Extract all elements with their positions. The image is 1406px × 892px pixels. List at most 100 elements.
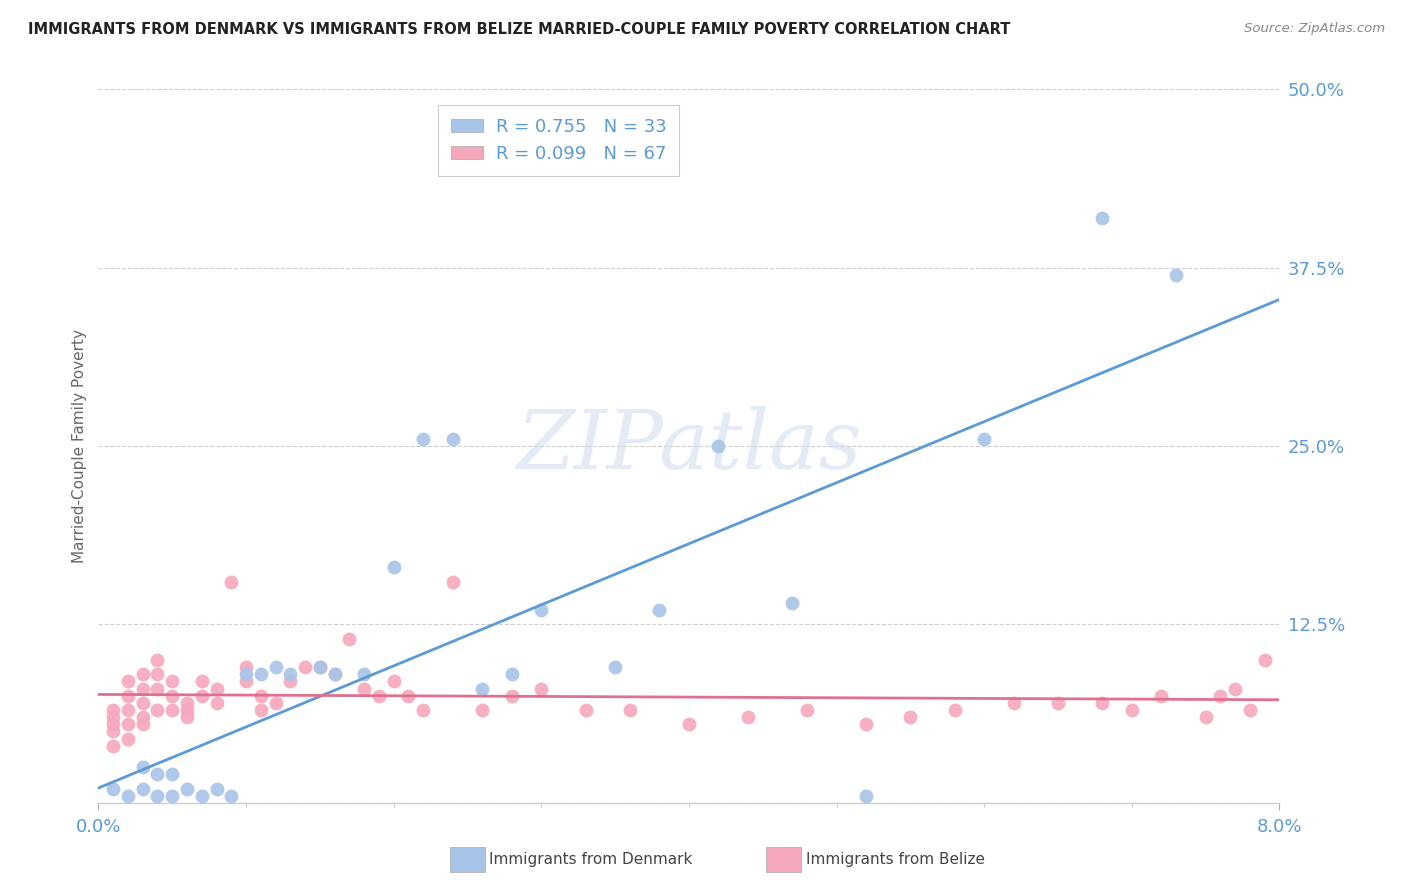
Point [678, 717, 700, 731]
Point [132, 760, 155, 774]
Point [1091, 696, 1114, 710]
Point [221, 574, 243, 589]
Point [132, 681, 155, 696]
Point [250, 703, 273, 717]
Point [117, 717, 139, 731]
Point [146, 789, 169, 803]
Point [103, 781, 125, 796]
Text: ZIPatlas: ZIPatlas [516, 406, 862, 486]
Point [323, 667, 346, 681]
Point [855, 789, 877, 803]
Point [1002, 696, 1025, 710]
Point [235, 660, 257, 674]
Point [117, 674, 139, 689]
Point [117, 703, 139, 717]
Point [280, 674, 302, 689]
Point [471, 703, 494, 717]
Point [471, 681, 494, 696]
Point [103, 703, 125, 717]
Point [339, 632, 361, 646]
Point [162, 703, 183, 717]
Point [250, 667, 273, 681]
Point [146, 703, 169, 717]
Point [117, 689, 139, 703]
Point [1150, 689, 1173, 703]
Point [796, 703, 818, 717]
Point [412, 703, 434, 717]
Point [146, 653, 169, 667]
Point [530, 681, 553, 696]
Point [441, 574, 464, 589]
Point [264, 660, 287, 674]
Point [501, 689, 523, 703]
Point [309, 660, 332, 674]
Point [501, 667, 523, 681]
Text: Immigrants from Belize: Immigrants from Belize [806, 853, 984, 867]
Point [648, 603, 671, 617]
Point [530, 603, 553, 617]
Point [117, 789, 139, 803]
Point [205, 696, 228, 710]
Point [368, 689, 391, 703]
Point [205, 681, 228, 696]
Point [412, 432, 434, 446]
Point [146, 681, 169, 696]
Point [943, 703, 966, 717]
Point [280, 667, 302, 681]
Point [176, 710, 198, 724]
Point [162, 674, 183, 689]
Point [382, 674, 405, 689]
Point [353, 681, 375, 696]
Y-axis label: Married-Couple Family Poverty: Married-Couple Family Poverty [72, 329, 87, 563]
Point [855, 717, 877, 731]
Point [1209, 689, 1232, 703]
Point [1239, 703, 1261, 717]
Point [1195, 710, 1218, 724]
Text: IMMIGRANTS FROM DENMARK VS IMMIGRANTS FROM BELIZE MARRIED-COUPLE FAMILY POVERTY : IMMIGRANTS FROM DENMARK VS IMMIGRANTS FR… [28, 22, 1011, 37]
Point [264, 696, 287, 710]
Point [900, 710, 922, 724]
Point [619, 703, 641, 717]
Point [162, 689, 183, 703]
Point [191, 789, 214, 803]
Point [103, 710, 125, 724]
Point [323, 667, 346, 681]
Point [176, 781, 198, 796]
Point [221, 789, 243, 803]
Point [162, 789, 183, 803]
Point [191, 674, 214, 689]
Point [235, 667, 257, 681]
Point [117, 731, 139, 746]
Point [707, 439, 730, 453]
Point [162, 767, 183, 781]
Point [132, 781, 155, 796]
Point [132, 710, 155, 724]
Point [1121, 703, 1143, 717]
Point [1225, 681, 1247, 696]
Point [146, 667, 169, 681]
Point [132, 667, 155, 681]
Legend: R = 0.755   N = 33, R = 0.099   N = 67: R = 0.755 N = 33, R = 0.099 N = 67 [439, 105, 679, 176]
Point [103, 717, 125, 731]
Point [1046, 696, 1070, 710]
Point [382, 560, 405, 574]
Point [1166, 268, 1188, 282]
Point [176, 703, 198, 717]
Point [191, 689, 214, 703]
Point [605, 660, 627, 674]
Point [782, 596, 804, 610]
Text: Source: ZipAtlas.com: Source: ZipAtlas.com [1244, 22, 1385, 36]
Point [103, 739, 125, 753]
Point [250, 689, 273, 703]
Point [309, 660, 332, 674]
Point [294, 660, 316, 674]
Point [973, 432, 995, 446]
Point [235, 674, 257, 689]
Point [353, 667, 375, 681]
Point [205, 781, 228, 796]
Point [441, 432, 464, 446]
Point [1091, 211, 1114, 225]
Point [737, 710, 759, 724]
Text: Immigrants from Denmark: Immigrants from Denmark [489, 853, 693, 867]
Point [1254, 653, 1277, 667]
